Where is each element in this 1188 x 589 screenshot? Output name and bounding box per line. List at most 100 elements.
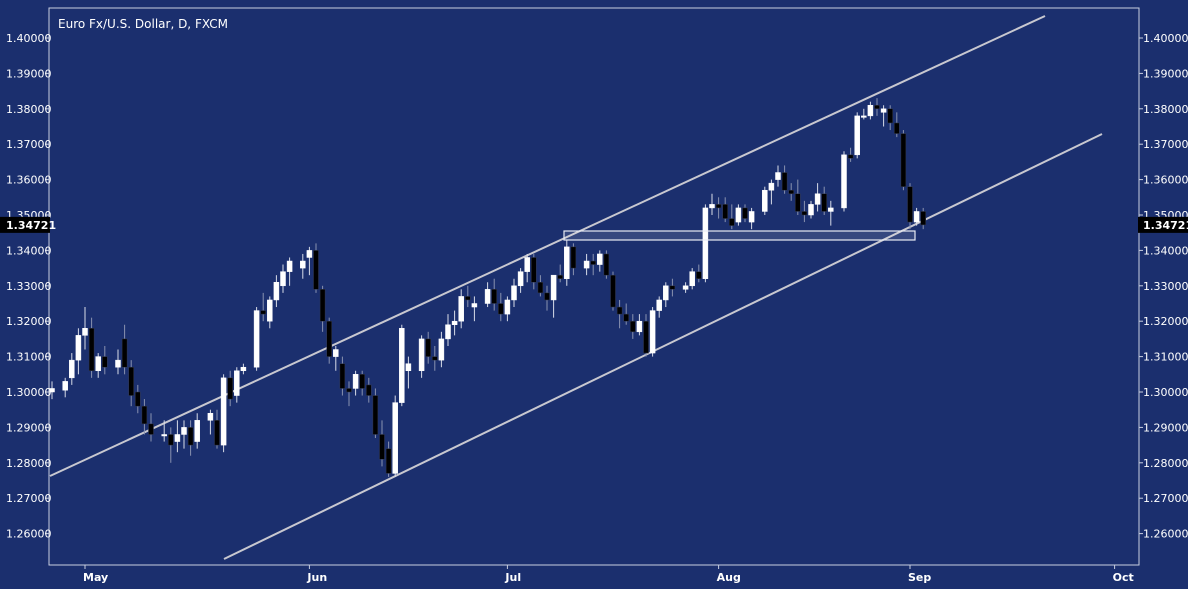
candle-body (762, 189, 768, 212)
candle-body (557, 274, 563, 279)
candle-body (795, 193, 801, 212)
y-tick-label-left: 1.26000 (6, 528, 52, 541)
candle-body (366, 384, 372, 396)
candle (847, 147, 854, 162)
candle-body (359, 374, 365, 389)
candle (583, 253, 590, 276)
candle-body (491, 289, 497, 304)
y-axis-left: 1.400001.390001.380001.370001.360001.350… (6, 32, 52, 541)
candle-body (643, 320, 649, 354)
candle (900, 130, 907, 191)
y-tick-label-left: 1.33000 (6, 280, 52, 293)
candle-body (392, 402, 398, 474)
candle (880, 105, 887, 127)
last-price-label: 1.34721 (1143, 219, 1188, 232)
candle-body (748, 211, 755, 223)
candle (597, 250, 603, 272)
candle (214, 409, 220, 449)
candle-body (550, 274, 557, 301)
candle (300, 253, 306, 279)
y-tick-label-left: 1.28000 (6, 457, 52, 470)
candle-body (194, 420, 200, 442)
candle-body (854, 115, 860, 156)
candle (742, 204, 748, 223)
x-tick-label: Aug (717, 571, 741, 584)
y-tick-label-right: 1.28000 (1143, 457, 1188, 470)
candle (795, 179, 801, 215)
candle (432, 345, 438, 371)
candle (748, 207, 755, 230)
candle (867, 101, 874, 120)
candle (168, 427, 174, 463)
y-tick-label-right: 1.40000 (1143, 32, 1188, 45)
candle (920, 207, 926, 230)
candle-body (590, 260, 596, 265)
candle (814, 183, 821, 212)
candle-body (319, 289, 326, 322)
candle (326, 317, 332, 364)
candle (887, 105, 893, 131)
candle-body (82, 328, 88, 336)
candle (682, 282, 689, 293)
candle (623, 303, 629, 325)
candle-body (168, 434, 174, 446)
candle (333, 345, 339, 371)
candle (352, 370, 359, 396)
candle (234, 367, 240, 403)
candle (220, 374, 227, 453)
candle-body (135, 391, 141, 407)
candle-body (75, 335, 82, 361)
candle-body (260, 310, 266, 315)
candle-body (273, 282, 280, 301)
y-tick-label-right: 1.32000 (1143, 315, 1188, 328)
y-tick-label-left: 1.38000 (6, 103, 52, 116)
y-tick-label-left: 1.37000 (6, 138, 52, 151)
candle (709, 193, 715, 215)
candle-body (597, 253, 603, 265)
candle-body (181, 427, 187, 435)
x-tick-label: Jul (504, 571, 521, 584)
candle-body (207, 412, 214, 421)
candle (346, 381, 352, 407)
candle-body (880, 108, 887, 113)
candle-body (227, 377, 233, 400)
last-price-badges: 1.34721 1.34721 (0, 216, 1188, 233)
candle-body (570, 246, 577, 269)
trend-channel (49, 15, 1103, 560)
candle (227, 370, 233, 407)
candle (392, 395, 398, 477)
y-tick-label-left: 1.39000 (6, 67, 52, 80)
candle (669, 278, 676, 297)
y-tick-label-right: 1.38000 (1143, 103, 1188, 116)
candle-body (128, 366, 134, 396)
candle (69, 353, 75, 385)
candle-body (286, 260, 293, 272)
candle (610, 271, 616, 311)
candle (187, 420, 194, 456)
candle-body (544, 292, 550, 301)
candle (405, 356, 412, 389)
candle (874, 98, 880, 116)
candle-body (913, 211, 920, 223)
candle (306, 246, 313, 276)
candle (458, 289, 464, 329)
candle-body (95, 356, 101, 372)
candle (498, 292, 504, 322)
candle (603, 250, 610, 279)
candle (762, 186, 768, 215)
candle (537, 275, 544, 297)
candle (616, 299, 623, 329)
candle-body (616, 306, 623, 315)
candle-body (352, 374, 359, 389)
candle (894, 112, 900, 138)
candle (729, 204, 735, 230)
candle-body (841, 154, 847, 209)
candle-body (715, 204, 722, 209)
candle-body (405, 363, 412, 372)
candle (339, 356, 346, 396)
candle (768, 179, 775, 205)
candle-body (729, 218, 735, 226)
price-badge-bg (0, 216, 50, 233)
candle (788, 183, 794, 201)
